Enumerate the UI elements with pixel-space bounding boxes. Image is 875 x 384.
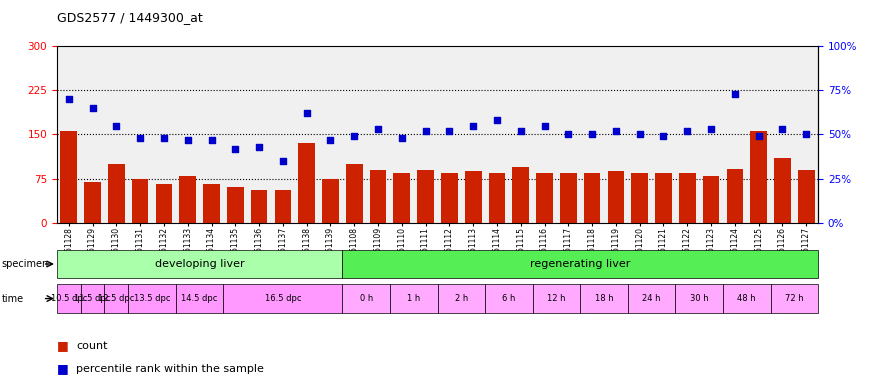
Bar: [584, 173, 600, 223]
Text: 13.5 dpc: 13.5 dpc: [134, 294, 171, 303]
Bar: [84, 182, 101, 223]
Text: 16.5 dpc: 16.5 dpc: [264, 294, 301, 303]
Point: [704, 126, 718, 132]
Point: [181, 137, 195, 143]
Text: 72 h: 72 h: [785, 294, 803, 303]
Bar: [179, 175, 196, 223]
Bar: [703, 175, 719, 223]
Point: [347, 133, 361, 139]
Text: 12.5 dpc: 12.5 dpc: [98, 294, 135, 303]
Bar: [251, 190, 268, 223]
Point: [609, 128, 623, 134]
Bar: [298, 143, 315, 223]
Bar: [513, 167, 529, 223]
Bar: [536, 173, 553, 223]
Bar: [275, 190, 291, 223]
Point: [537, 122, 551, 129]
Bar: [726, 169, 743, 223]
Bar: [465, 171, 481, 223]
Point: [62, 96, 76, 102]
Text: ■: ■: [57, 362, 68, 375]
Text: GDS2577 / 1449300_at: GDS2577 / 1449300_at: [57, 12, 203, 25]
Text: 0 h: 0 h: [360, 294, 373, 303]
Text: 12 h: 12 h: [547, 294, 566, 303]
Point: [252, 144, 266, 150]
Point: [324, 137, 338, 143]
Point: [656, 133, 670, 139]
Bar: [560, 173, 577, 223]
Bar: [394, 173, 410, 223]
Text: 30 h: 30 h: [690, 294, 709, 303]
Bar: [108, 164, 124, 223]
Bar: [203, 184, 220, 223]
Bar: [346, 164, 362, 223]
Text: 6 h: 6 h: [502, 294, 515, 303]
Text: percentile rank within the sample: percentile rank within the sample: [76, 364, 264, 374]
Bar: [227, 187, 243, 223]
Point: [299, 110, 313, 116]
Point: [466, 122, 480, 129]
Point: [228, 146, 242, 152]
Point: [775, 126, 789, 132]
Point: [86, 105, 100, 111]
Point: [728, 91, 742, 97]
Point: [752, 133, 766, 139]
Text: 24 h: 24 h: [642, 294, 661, 303]
Bar: [607, 171, 624, 223]
Text: ■: ■: [57, 339, 68, 352]
Point: [371, 126, 385, 132]
Bar: [798, 170, 815, 223]
Point: [276, 158, 290, 164]
Point: [633, 131, 647, 137]
Bar: [632, 173, 648, 223]
Bar: [655, 173, 672, 223]
Bar: [751, 131, 767, 223]
Bar: [417, 170, 434, 223]
Text: 10.5 dpc: 10.5 dpc: [51, 294, 87, 303]
Point: [157, 135, 171, 141]
Text: 14.5 dpc: 14.5 dpc: [181, 294, 218, 303]
Point: [490, 117, 504, 123]
Point: [395, 135, 409, 141]
Point: [443, 128, 457, 134]
Point: [562, 131, 576, 137]
Text: developing liver: developing liver: [155, 259, 244, 269]
Point: [133, 135, 147, 141]
Bar: [322, 179, 339, 223]
Text: 48 h: 48 h: [738, 294, 756, 303]
Point: [205, 137, 219, 143]
Text: specimen: specimen: [2, 259, 49, 269]
Point: [514, 128, 528, 134]
Bar: [370, 170, 387, 223]
Text: 2 h: 2 h: [455, 294, 468, 303]
Point: [585, 131, 599, 137]
Text: count: count: [76, 341, 108, 351]
Point: [680, 128, 694, 134]
Text: 18 h: 18 h: [595, 294, 613, 303]
Bar: [679, 173, 696, 223]
Text: 11.5 dpc: 11.5 dpc: [74, 294, 111, 303]
Text: time: time: [2, 293, 24, 304]
Text: 1 h: 1 h: [407, 294, 420, 303]
Bar: [156, 184, 172, 223]
Bar: [132, 179, 149, 223]
Point: [799, 131, 813, 137]
Bar: [441, 173, 458, 223]
Point: [418, 128, 432, 134]
Bar: [488, 173, 505, 223]
Text: regenerating liver: regenerating liver: [530, 259, 630, 269]
Bar: [774, 158, 791, 223]
Point: [109, 122, 123, 129]
Bar: [60, 131, 77, 223]
